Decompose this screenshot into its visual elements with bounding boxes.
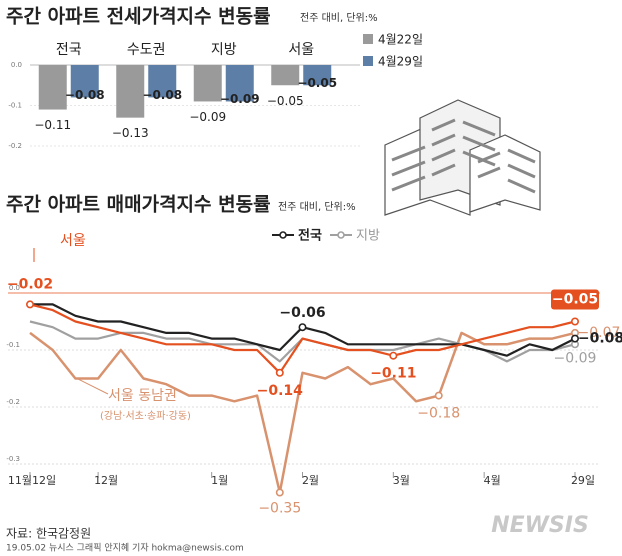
source: 자료: 한국감정원 [6, 527, 91, 541]
bar [271, 65, 300, 86]
series-line [29, 303, 576, 374]
point-marker [389, 351, 398, 360]
x-tick-label: 1월 [211, 474, 228, 487]
point-marker [275, 368, 284, 377]
bar [148, 65, 177, 98]
point-marker [275, 488, 284, 497]
logo: NEWSIS [491, 513, 589, 538]
legend-label: 4월29일 [378, 55, 423, 69]
legend-marker [279, 231, 287, 239]
credit: 19.05.02 뉴시스 그래픽 안지혜 기자 hokma@newsis.com [6, 542, 244, 554]
value-label: −0.02 [7, 276, 53, 292]
chart-subtitle: 전주 대비, 단위:% [300, 11, 378, 24]
x-tick-label: 3월 [393, 474, 410, 487]
legend-swatch [363, 34, 373, 44]
value-label: −0.18 [417, 406, 460, 422]
value-label: −0.05 [267, 94, 304, 108]
legend-label: 지방 [356, 229, 380, 244]
category-label: 지방 [211, 42, 237, 58]
value-label: −0.11 [370, 366, 416, 382]
y-tick-label: -0.2 [6, 398, 20, 406]
leader-line [75, 377, 109, 395]
x-tick-label: 12월 [94, 474, 118, 487]
x-tick-label: 11월12일 [8, 473, 56, 487]
point-marker [25, 300, 34, 309]
value-label: −0.08 [65, 88, 105, 102]
series-line [29, 331, 576, 494]
y-tick-label: -0.3 [6, 455, 20, 463]
value-label: −0.09 [189, 110, 226, 124]
building-illustration [384, 99, 541, 216]
bar [225, 65, 254, 102]
value-label: −0.05 [297, 76, 337, 90]
legend-label: 전국 [298, 228, 322, 244]
x-tick-label: 29일 [571, 473, 595, 487]
bar [116, 65, 145, 118]
series-label: 서울 [60, 233, 86, 249]
value-label: −0.35 [258, 501, 301, 517]
legend-swatch [363, 56, 373, 66]
value-label: −0.07 [578, 325, 621, 341]
y-tick-label: 0.0 [9, 284, 20, 292]
value-label: −0.13 [112, 126, 149, 140]
legend-marker [337, 231, 345, 239]
chart-title: 주간 아파트 매매가격지수 변동률 [6, 194, 271, 216]
point-marker [298, 323, 307, 332]
y-tick-label: -0.2 [8, 142, 22, 150]
value-label: −0.06 [279, 305, 325, 321]
point-marker [434, 391, 443, 400]
value-label: −0.08 [142, 88, 182, 102]
chart-subtitle: 전주 대비, 단위:% [278, 200, 356, 213]
value-label: −0.09 [220, 92, 260, 106]
note: (강남·서초·송파·강동) [100, 410, 191, 422]
y-tick-label: -0.1 [6, 341, 20, 349]
chart-title: 주간 아파트 전세가격지수 변동률 [6, 6, 271, 28]
value-label: −0.09 [554, 350, 597, 366]
value-label: −0.05 [552, 292, 598, 308]
series-label: 서울 동남권 [108, 388, 177, 404]
y-tick-label: -0.1 [8, 102, 22, 110]
value-label: −0.11 [34, 118, 71, 132]
category-label: 전국 [56, 42, 82, 58]
label-box [551, 289, 599, 310]
y-tick-label: 0.0 [11, 61, 22, 69]
value-label: −0.08 [578, 331, 622, 347]
x-tick-label: 2월 [302, 474, 319, 487]
point-marker [570, 334, 579, 343]
category-label: 서울 [288, 42, 314, 58]
bar [38, 65, 67, 110]
point-marker [570, 317, 579, 326]
bar [193, 65, 222, 102]
x-tick-label: 4월 [484, 474, 501, 487]
bar [70, 65, 99, 98]
value-label: −0.14 [257, 383, 304, 399]
bar [303, 65, 332, 86]
legend-label: 4월22일 [378, 33, 423, 47]
category-label: 수도권 [127, 42, 166, 58]
